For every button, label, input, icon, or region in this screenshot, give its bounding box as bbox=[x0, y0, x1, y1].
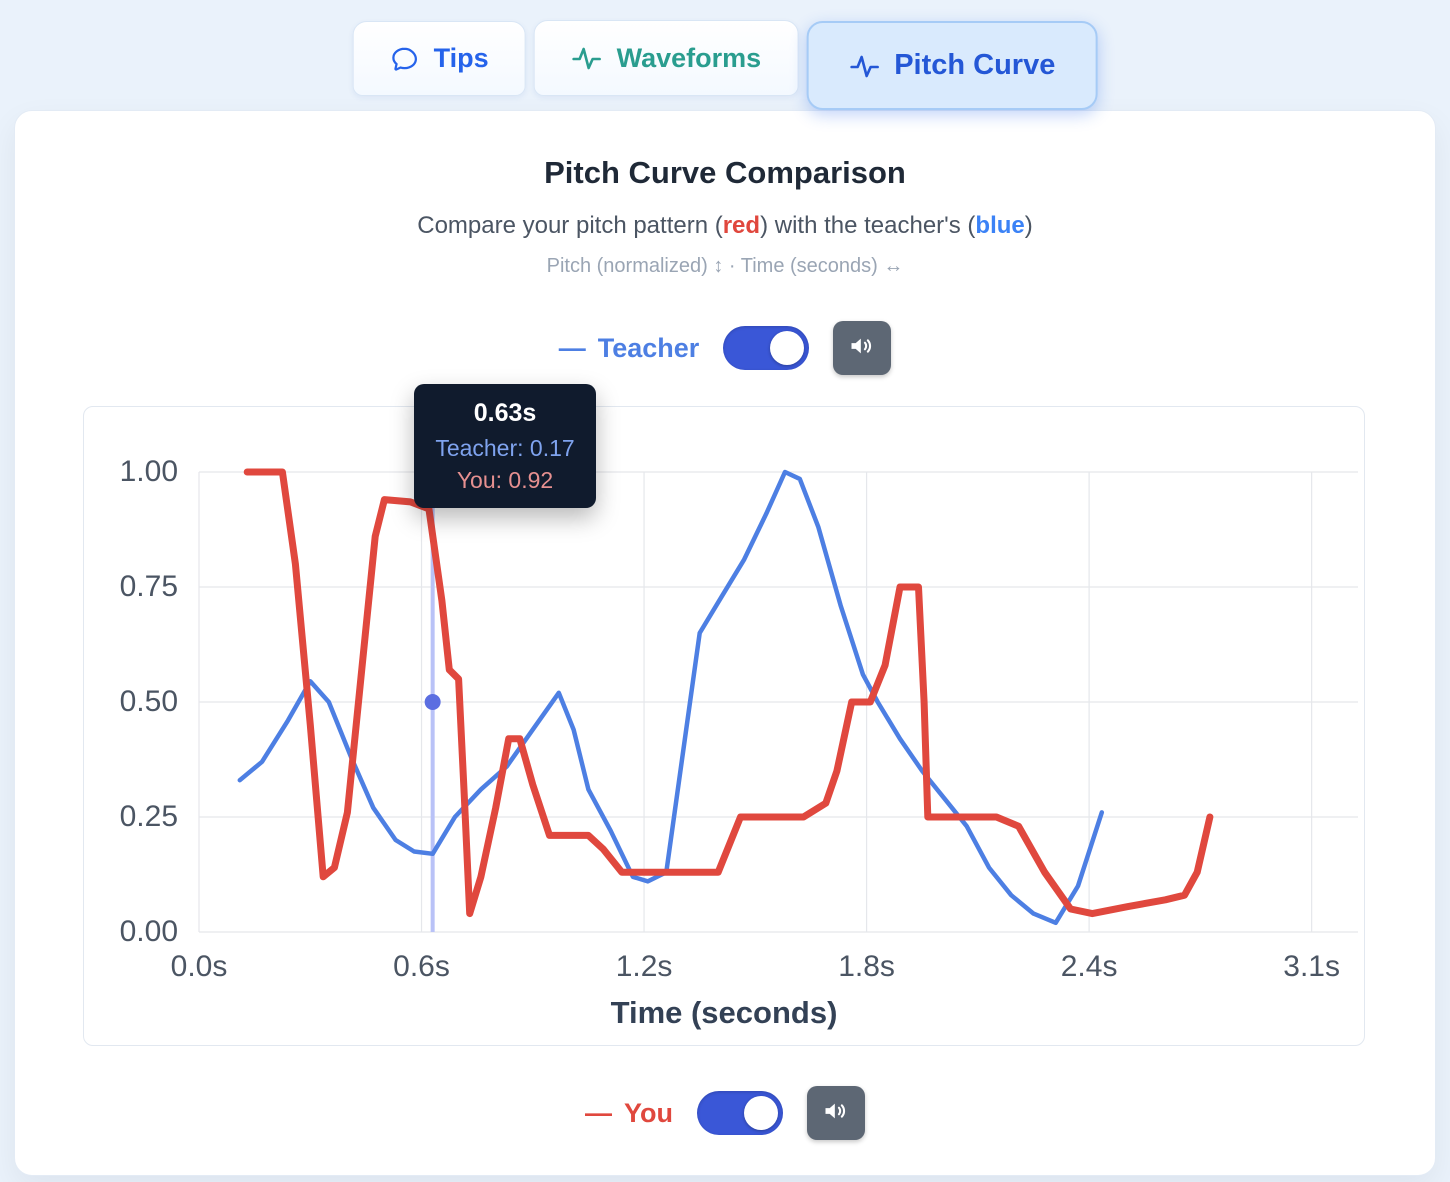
crosshair-dot bbox=[424, 694, 441, 710]
tooltip-teacher-value: Teacher: 0.17 bbox=[422, 435, 588, 462]
you-label-text: You bbox=[624, 1097, 673, 1128]
chart-tooltip: 0.63s Teacher: 0.17 You: 0.92 bbox=[414, 384, 596, 508]
pitch-curve-panel: Pitch Curve Comparison Compare your pitc… bbox=[14, 110, 1436, 1176]
tooltip-teacher-label: Teacher: bbox=[435, 435, 524, 461]
tab-pitch-curve[interactable]: Pitch Curve bbox=[806, 21, 1098, 110]
chat-icon bbox=[390, 44, 420, 74]
y-axis-tick: 1.00 bbox=[119, 455, 178, 488]
tab-tips[interactable]: Tips bbox=[352, 21, 526, 96]
x-axis-tick: 3.1s bbox=[1283, 950, 1340, 983]
tooltip-time: 0.63s bbox=[473, 399, 537, 427]
subtitle-red-word: red bbox=[722, 212, 761, 239]
tab-bar: Tips Waveforms Pitch Curve bbox=[352, 10, 1098, 110]
x-axis-tick: 1.2s bbox=[615, 950, 673, 983]
y-axis-tick: 0.00 bbox=[119, 915, 178, 948]
speaker-icon bbox=[848, 332, 876, 365]
teacher-legend-label: — Teacher bbox=[559, 333, 700, 364]
tooltip-you-value: You: 0.92 bbox=[422, 467, 588, 494]
waveform-icon bbox=[571, 42, 603, 74]
subtitle-text: Compare your pitch pattern ( bbox=[417, 212, 723, 239]
subtitle-text: ) with the teacher's ( bbox=[760, 212, 976, 239]
page-title: Pitch Curve Comparison bbox=[544, 155, 906, 190]
teacher-line-swatch: — bbox=[558, 332, 586, 363]
you-line-swatch: — bbox=[585, 1097, 612, 1128]
you-legend-label: — You bbox=[585, 1098, 673, 1129]
teacher-legend-row: — Teacher bbox=[15, 321, 1435, 375]
you-legend-row: — You bbox=[15, 1086, 1435, 1140]
you-toggle[interactable] bbox=[697, 1091, 783, 1135]
x-axis-tick: 0.0s bbox=[170, 950, 228, 983]
speaker-icon bbox=[822, 1097, 850, 1130]
x-axis-tick: 0.6s bbox=[393, 950, 450, 983]
y-axis-tick: 0.50 bbox=[119, 685, 178, 718]
tab-tips-label: Tips bbox=[433, 43, 489, 73]
teacher-audio-button[interactable] bbox=[833, 321, 892, 375]
pitch-chart-plot[interactable] bbox=[198, 464, 1358, 933]
tooltip-you-label: You: bbox=[456, 467, 503, 493]
page-subtitle: Compare your pitch pattern (red) with th… bbox=[15, 211, 1435, 241]
x-axis-tick: 1.8s bbox=[838, 950, 895, 983]
you-pitch-line bbox=[243, 468, 1214, 918]
pitch-curve-icon bbox=[848, 50, 880, 82]
x-axis-title: Time (seconds) bbox=[610, 995, 838, 1030]
y-axis-tick: 0.25 bbox=[119, 800, 178, 833]
tooltip-teacher-number: 0.17 bbox=[529, 435, 575, 461]
pitch-chart[interactable]: 0.00 0.25 0.50 0.75 1.00 0.0s 0.6s 1.2s 1.8s 2.4… bbox=[83, 406, 1365, 1046]
tab-waveforms-label: Waveforms bbox=[616, 42, 762, 73]
axis-hint: Pitch (normalized) ↕ · Time (seconds) ↔ bbox=[546, 255, 904, 277]
tab-pitch-curve-label: Pitch Curve bbox=[894, 49, 1056, 81]
tooltip-you-number: 0.92 bbox=[508, 467, 554, 493]
teacher-toggle-knob bbox=[770, 331, 805, 365]
teacher-toggle[interactable] bbox=[723, 326, 810, 370]
tab-waveforms[interactable]: Waveforms bbox=[533, 20, 799, 96]
subtitle-blue-word: blue bbox=[975, 212, 1025, 239]
x-axis-tick: 2.4s bbox=[1060, 950, 1118, 983]
teacher-pitch-line bbox=[237, 469, 1105, 926]
subtitle-text: ) bbox=[1024, 212, 1033, 239]
you-audio-button[interactable] bbox=[807, 1086, 865, 1140]
teacher-label-text: Teacher bbox=[597, 332, 700, 363]
you-toggle-knob bbox=[744, 1096, 778, 1130]
y-axis-tick: 0.75 bbox=[119, 570, 178, 603]
